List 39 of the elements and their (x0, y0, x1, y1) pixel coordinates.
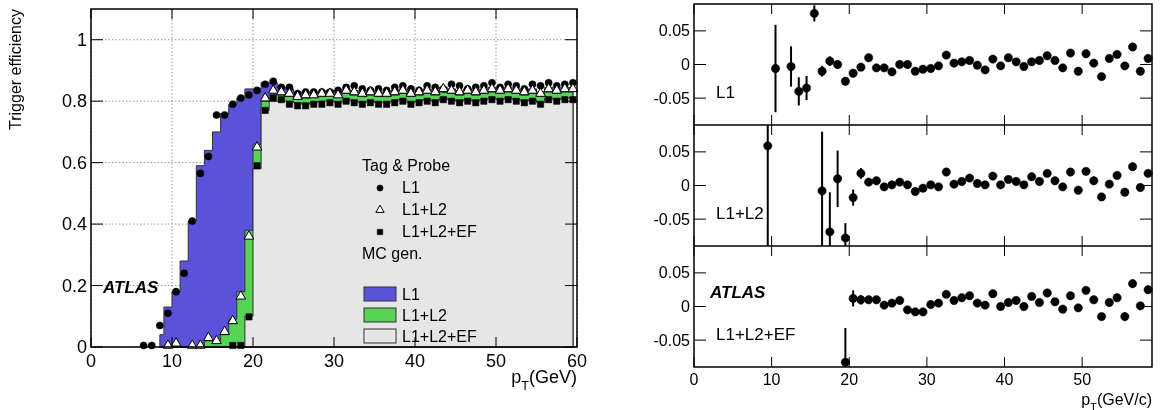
annotation: MC gen. (362, 245, 423, 262)
x-tick-label: 20 (840, 371, 859, 388)
text: L1 (716, 83, 735, 103)
y-tick-label: 0 (76, 337, 87, 358)
x-tick-label: 40 (995, 371, 1014, 388)
series-label: L1 (402, 286, 420, 303)
y-axis-title: Trigger efficiency (7, 9, 24, 130)
annotation: ATLAS (102, 277, 160, 297)
y-tick-label: 0.05 (658, 143, 691, 161)
text: L1+L2+EF (716, 325, 796, 345)
y-tick-label: 0.4 (61, 214, 87, 235)
y-tick-label: -0.05 (653, 331, 691, 349)
legend-label: L1+L2+EF (402, 223, 477, 240)
x-tick-label: 10 (161, 351, 183, 371)
y-tick-label: 0 (681, 177, 691, 195)
x-tick-label: 50 (1073, 371, 1092, 388)
y-tick-label: -0.05 (653, 89, 691, 107)
y-tick-label: 0.05 (658, 22, 691, 40)
y-tick-label: 1 (76, 30, 87, 51)
annotation: ATLAS (709, 283, 767, 303)
y-tick-label: 0 (681, 56, 691, 74)
legend-label: L1+L2 (402, 201, 448, 218)
x-tick-label: 40 (404, 351, 426, 371)
y-tick-label: 0.05 (658, 264, 691, 282)
text: L1+L2 (716, 204, 764, 224)
legend-title: Tag & Probe (362, 157, 451, 174)
y-tick-label: -0.05 (653, 210, 691, 228)
x-tick-label: 30 (917, 371, 936, 388)
series-label: L1+L2 (402, 307, 448, 324)
y-tick-label: 0.2 (61, 275, 87, 296)
legend-label: L1 (402, 179, 420, 196)
x-tick-label: 50 (485, 351, 507, 371)
x-tick-label: 30 (323, 351, 345, 371)
y-tick-label: 0.8 (61, 91, 87, 112)
series-label: L1+L2+EF (402, 328, 477, 345)
x-tick-label: 20 (242, 351, 264, 371)
x-tick-label: 10 (762, 371, 781, 388)
y-tick-label: 0.6 (61, 152, 87, 173)
y-tick-label: 0 (681, 298, 691, 316)
